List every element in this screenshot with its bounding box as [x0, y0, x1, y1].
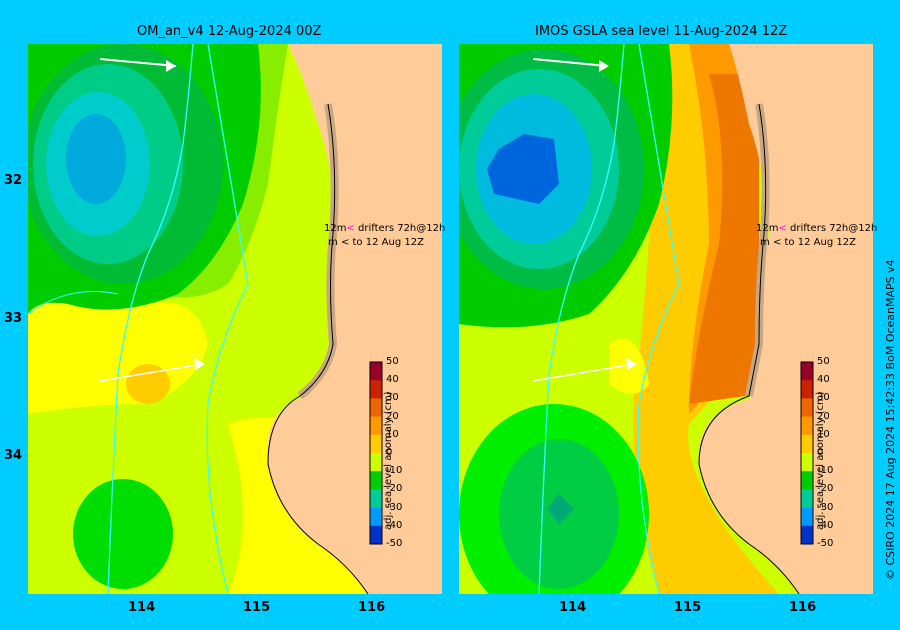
credit-text: © CSIRO 2024 17 Aug 2024 15:42:33 BoM Oc…: [884, 259, 897, 580]
colorbar-tick-label: 0: [817, 447, 824, 458]
warm-core: [689, 74, 759, 404]
contour-line: [28, 291, 119, 315]
land: [267, 44, 442, 594]
left-map-svg: [28, 44, 442, 594]
colorbar-segment: [801, 507, 813, 527]
colorbar-segment: [801, 398, 813, 418]
colorbar-tick-label: -20: [817, 483, 834, 495]
colorbar-tick-label: 0: [386, 447, 393, 458]
coastline: [698, 103, 800, 594]
x-tick-label: 116: [789, 600, 817, 615]
colorbar-tick-label: 10: [817, 428, 830, 440]
colorbar-tick-label: -10: [817, 465, 834, 477]
right-panel-title: IMOS GSLA sea level 11-Aug-2024 12Z: [535, 24, 788, 39]
eddy-core: [487, 134, 559, 204]
y-tick-label: 32: [4, 173, 23, 188]
contour-line: [107, 44, 194, 594]
colorbar-tick-label: -40: [386, 519, 403, 531]
colorbar-tick-label: 30: [386, 392, 399, 404]
colorbar-tick-label: 30: [817, 392, 830, 404]
drifter-arrowhead: [626, 358, 637, 370]
colorbar-frame: [369, 361, 383, 545]
x-tick-label: 115: [674, 600, 702, 615]
drifter-arrow: [99, 58, 177, 67]
colorbar-tick-label: 20: [386, 410, 399, 422]
colorbar-tick-label: 50: [817, 356, 830, 367]
colorbar-segment: [370, 507, 382, 527]
coastline: [267, 103, 369, 594]
colorbar-tick-label: -50: [817, 538, 834, 549]
left-map: [28, 44, 442, 594]
drifter-arrow: [99, 363, 204, 382]
x-tick-label: 114: [128, 600, 156, 615]
contour-line: [206, 44, 249, 594]
colorbar-tick-label: -20: [386, 483, 403, 495]
colorbar-segment: [370, 416, 382, 436]
x-tick-label: 114: [559, 600, 587, 615]
warm-core: [126, 364, 170, 404]
colorbar-segment: [801, 471, 813, 490]
south-eddy: [73, 479, 173, 589]
colorbar-tick-label: 10: [386, 428, 399, 440]
colorbar-segment: [370, 434, 382, 454]
colorbar-segment: [801, 525, 813, 545]
colorbar-segment: [370, 380, 382, 399]
drifter-annotation-left: 12m< drifters 72h@12h: [324, 223, 446, 234]
colorbar-segment: [801, 453, 813, 472]
drifter-annotation-right: 12m< drifters 72h@12h: [756, 223, 878, 234]
colorbar-right: [800, 361, 814, 545]
colorbar-tick-label: 40: [386, 374, 399, 386]
colorbar-tick-label: -30: [817, 501, 834, 513]
right-map: [459, 44, 873, 594]
contour-line: [637, 44, 680, 594]
south-eddy-core: [547, 494, 574, 524]
colorbar-segment: [801, 489, 813, 509]
drifter-arrowhead: [194, 358, 205, 370]
colorbar-segment: [370, 489, 382, 509]
right-map-svg: [459, 44, 873, 594]
colorbar-segment: [370, 398, 382, 418]
drifter-arrowhead: [599, 60, 609, 72]
colorbar-segment: [801, 380, 813, 399]
colorbar-tick-label: -40: [817, 519, 834, 531]
y-tick-label: 33: [4, 311, 23, 326]
colorbar-frame: [800, 361, 814, 545]
x-tick-label: 115: [243, 600, 271, 615]
colorbar-segment: [801, 416, 813, 436]
eddy-core: [66, 114, 126, 204]
colorbar-left: [369, 361, 383, 545]
contour-line: [538, 44, 625, 594]
drifter-annotation-right-2: m < to 12 Aug 12Z: [760, 237, 856, 248]
y-tick-label: 34: [4, 448, 23, 463]
colorbar-segment: [801, 362, 813, 381]
colorbar-segment: [370, 471, 382, 490]
x-tick-label: 116: [358, 600, 386, 615]
colorbar-tick-label: 40: [817, 374, 830, 386]
colorbar-tick-label: -30: [386, 501, 403, 513]
left-panel-title: OM_an_v4 12-Aug-2024 00Z: [137, 24, 322, 39]
colorbar-tick-label: 20: [817, 410, 830, 422]
colorbar-tick-label: -50: [386, 538, 403, 549]
colorbar-segment: [370, 453, 382, 472]
colorbar-segment: [370, 362, 382, 381]
drifter-arrowhead: [166, 60, 176, 72]
colorbar-tick-label: 50: [386, 356, 399, 367]
colorbar-segment: [801, 434, 813, 454]
drifter-annotation-left-2: m < to 12 Aug 12Z: [328, 237, 424, 248]
land: [698, 44, 873, 594]
colorbar-segment: [370, 525, 382, 545]
colorbar-tick-label: -10: [386, 465, 403, 477]
drifter-arrow: [532, 58, 608, 67]
drifter-arrow: [532, 363, 635, 382]
